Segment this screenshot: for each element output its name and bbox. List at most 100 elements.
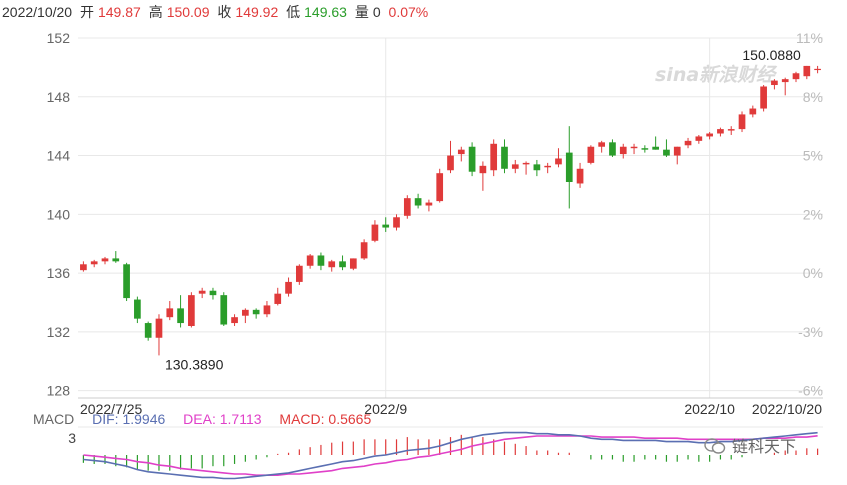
high-value: 150.09 (166, 4, 210, 20)
right-tick-label: -3% (798, 324, 823, 340)
candle-body (382, 224, 390, 228)
candle-body (220, 295, 228, 325)
candle-body (673, 146, 681, 156)
candle-body (490, 143, 498, 171)
candle-body (609, 142, 616, 156)
y-tick-label: 140 (47, 206, 71, 222)
candle-body (349, 258, 357, 269)
candle-body (209, 290, 217, 296)
y-tick-label: 148 (47, 89, 71, 105)
candle-body (598, 142, 606, 147)
candle-body (123, 264, 130, 299)
candle-body (242, 309, 249, 316)
candle-body (663, 149, 670, 156)
x-tick-label: 2022/9 (364, 401, 407, 417)
close-label: 收 (217, 4, 232, 20)
close-value: 149.92 (235, 4, 279, 20)
candle-body (555, 158, 562, 165)
right-tick-label: 2% (803, 206, 823, 222)
x-tick-label: 2022/10 (684, 401, 735, 417)
low-label: 低 (286, 4, 301, 20)
candle-body (393, 217, 400, 228)
candle-body (112, 258, 120, 262)
low-value: 149.63 (304, 4, 347, 20)
candle-body (652, 146, 659, 150)
change-value: 0.07% (388, 4, 429, 20)
candle-body (695, 136, 703, 141)
candle-body (414, 198, 422, 206)
volume-value: 0 (372, 4, 381, 20)
watermark-text: 链科天下 (732, 439, 797, 456)
candle-body (144, 323, 152, 338)
candle-body (727, 129, 735, 131)
candle-body (468, 146, 476, 172)
max-annotation: 150.0880 (742, 47, 801, 63)
right-tick-label: 8% (803, 89, 823, 105)
candle-body (188, 295, 195, 326)
candle-body (317, 255, 325, 266)
macd-label: MACD: 0.5665 (279, 411, 372, 427)
candle-body (177, 308, 184, 324)
open-value: 149.87 (97, 4, 141, 20)
min-annotation: 130.3890 (165, 356, 224, 372)
candle-body (587, 146, 595, 163)
candle-body (717, 129, 724, 134)
candle-body (749, 108, 757, 115)
candle-body (403, 198, 411, 216)
candle-body (511, 164, 519, 169)
candle-body (339, 261, 346, 268)
candle-body (425, 202, 433, 206)
candle-body (155, 318, 163, 338)
macd-panel: 3 (68, 426, 823, 480)
candle-body (360, 242, 368, 259)
high-label: 高 (148, 4, 163, 20)
right-tick-label: 5% (803, 148, 823, 164)
candle-body (457, 149, 465, 155)
candle-body (328, 261, 336, 268)
candle-body (684, 140, 692, 146)
grid (78, 37, 823, 399)
candle-body (479, 165, 487, 174)
candle-body (738, 114, 746, 130)
candle-body (792, 73, 800, 80)
wechat-icon (704, 438, 726, 454)
sina-logo: sina新浪财经 (655, 64, 776, 86)
axes: 152 148 144 140 136 132 128 11% 8% 5% 2% 0% -3% -6% 15… (47, 30, 823, 417)
macd-legend: MACD DIF: 1.9946 DEA: 1.7113 MACD: 0.566… (33, 411, 385, 427)
candle-body (101, 258, 109, 262)
right-tick-label: -6% (798, 383, 823, 399)
candle-body (565, 152, 573, 182)
candle-body (263, 305, 271, 315)
candle-body (630, 146, 638, 149)
candle-body (771, 80, 778, 86)
candle-body (80, 264, 87, 271)
candle-body (166, 308, 174, 318)
open-label: 开 (79, 4, 94, 20)
candle-body (134, 299, 141, 319)
candle-body (522, 162, 530, 165)
candle-body (576, 168, 584, 184)
candle-body (252, 309, 260, 315)
candle-body (619, 146, 627, 155)
candle-body (436, 173, 444, 202)
watermark: 链科天下 (704, 433, 796, 457)
quote-date: 2022/10/20 (2, 4, 73, 20)
candle-body (760, 86, 767, 109)
dif-line (83, 431, 818, 480)
candle-body (306, 255, 314, 266)
y-tick-label: 152 (47, 30, 71, 46)
candle-body (814, 68, 821, 71)
candle-body (371, 224, 379, 241)
right-tick-label: 11% (796, 30, 823, 46)
x-tick-label: 2022/10/20 (752, 401, 822, 417)
candle-body (90, 261, 98, 265)
x-tick-label: 2022/7/25 (80, 401, 142, 417)
y-tick-label: 132 (47, 324, 71, 340)
volume-label: 量 (354, 4, 369, 20)
right-tick-label: 0% (803, 265, 823, 281)
candle-body (198, 290, 206, 294)
macd-tick-label: 3 (68, 430, 76, 446)
candle-body (781, 79, 789, 83)
candle-body (533, 164, 541, 171)
